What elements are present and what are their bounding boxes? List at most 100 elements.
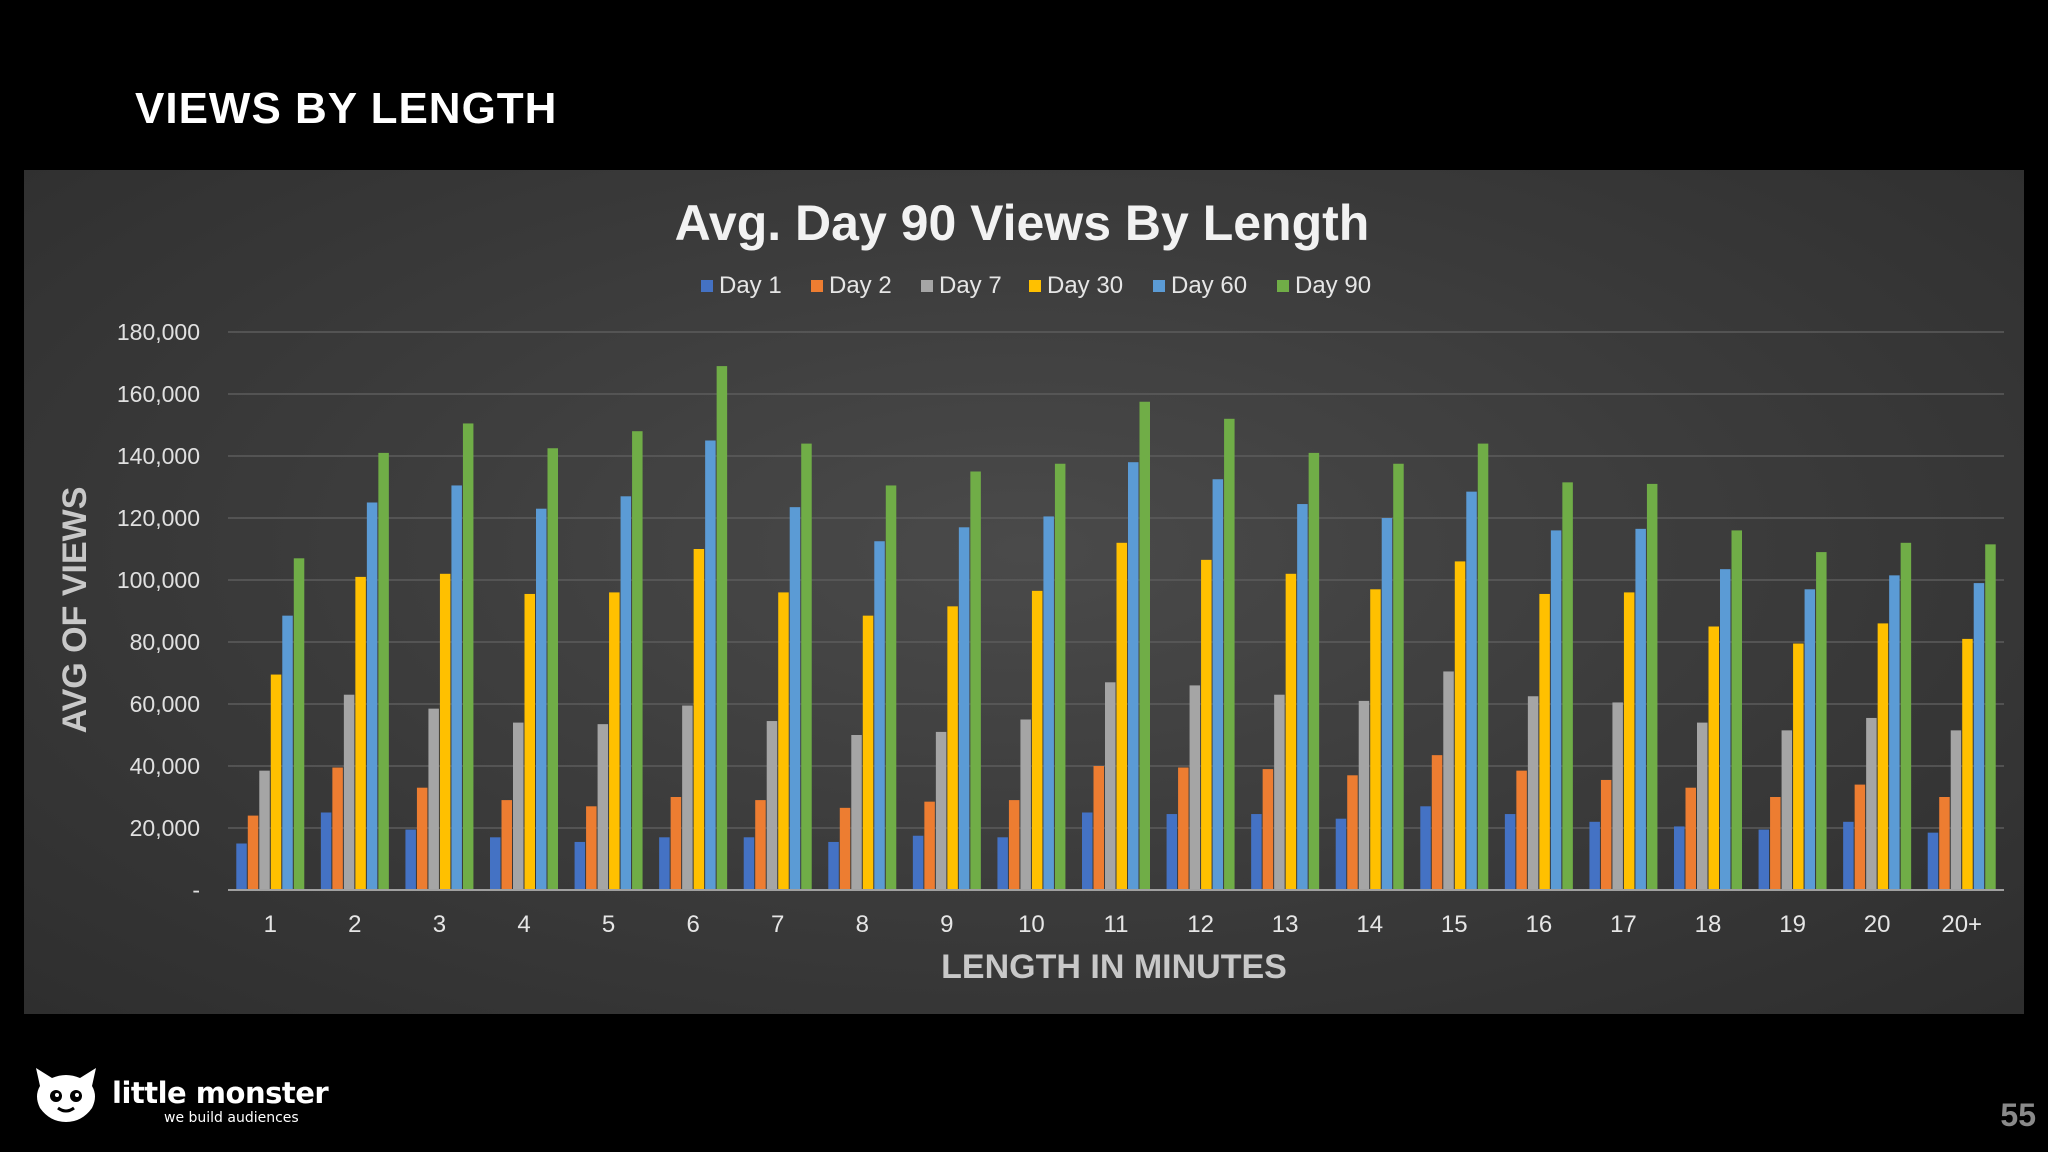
chart-panel: - 20,000 40,000 60,000 80,000 100,000 120,000 1… [24, 170, 2024, 1014]
bar [1889, 575, 1900, 890]
bar [935, 731, 947, 890]
bar [1900, 542, 1912, 890]
bar [597, 724, 609, 890]
bar [416, 787, 428, 890]
bar [970, 471, 981, 890]
bar [1370, 589, 1381, 890]
bar [851, 735, 862, 890]
bar [1466, 491, 1477, 890]
x-axis-title: LENGTH IN MINUTES [941, 948, 1287, 986]
bar [259, 770, 270, 890]
x-tick-label: 16 [1526, 911, 1553, 938]
bar [716, 366, 728, 891]
bar [501, 800, 512, 890]
y-tick-label: 40,000 [130, 753, 200, 779]
bar [1646, 483, 1658, 890]
bar [513, 722, 524, 890]
bar [1623, 592, 1635, 890]
bar [247, 815, 259, 890]
legend-item: Day 1 [701, 272, 782, 299]
bar [1251, 814, 1262, 890]
bar [1454, 561, 1466, 890]
bar [839, 807, 851, 890]
bar [1843, 821, 1854, 890]
legend-label: Day 60 [1171, 272, 1247, 299]
bar [1635, 528, 1646, 890]
bar [1381, 518, 1393, 890]
bar [282, 615, 293, 890]
legend-swatch [811, 280, 823, 292]
bar [1212, 479, 1224, 890]
y-tick-label: 20,000 [130, 815, 200, 841]
bar [609, 592, 620, 890]
bar [1031, 590, 1043, 890]
bar [439, 573, 451, 890]
bar [1816, 552, 1827, 890]
bar [574, 841, 586, 890]
x-tick-label: 13 [1272, 911, 1299, 938]
bar [1128, 462, 1139, 890]
bar [1927, 832, 1939, 890]
legend-swatch [921, 280, 933, 292]
bar [332, 767, 343, 890]
bar [1274, 694, 1285, 890]
bar [1139, 401, 1150, 890]
y-tick-label: - [192, 877, 200, 903]
bar [1708, 626, 1719, 890]
bar [270, 674, 282, 890]
bar [1720, 569, 1731, 890]
x-tick-label: 14 [1356, 911, 1383, 938]
legend-swatch [1029, 280, 1041, 292]
legend-label: Day 1 [719, 272, 782, 299]
x-tick-label: 2 [348, 911, 361, 938]
legend-swatch [701, 280, 713, 292]
bar [1420, 806, 1431, 890]
bar [1297, 504, 1308, 890]
bar [1358, 700, 1370, 890]
bar [778, 592, 789, 890]
x-tick-label: 8 [856, 911, 869, 938]
bar [586, 806, 597, 890]
y-tick-label: 160,000 [117, 381, 200, 407]
bar [1562, 482, 1573, 890]
x-tick-label: 20 [1864, 911, 1891, 938]
bar [1477, 443, 1489, 890]
bar-chart: - 20,000 40,000 60,000 80,000 100,000 120,000 1… [56, 195, 2004, 986]
page-number: 55 [2000, 1097, 2036, 1133]
bar [1877, 623, 1889, 890]
bar [1770, 797, 1781, 890]
bar [766, 721, 778, 890]
bar [1962, 638, 1973, 890]
x-tick-label: 19 [1779, 911, 1806, 938]
bar [958, 527, 970, 890]
bar [1674, 826, 1685, 890]
y-tick-label: 60,000 [130, 691, 200, 717]
x-tick-label: 4 [517, 911, 530, 938]
bar [1443, 671, 1454, 890]
bar [632, 431, 643, 890]
x-tick-label: 9 [940, 911, 953, 938]
bar [343, 694, 355, 890]
bar [536, 508, 547, 890]
y-tick-label: 100,000 [117, 567, 200, 593]
bar [828, 841, 839, 890]
bar [1347, 775, 1358, 890]
bar [1589, 821, 1600, 890]
monster-cat-icon [36, 1068, 96, 1122]
bar [1020, 719, 1031, 890]
bar [378, 452, 389, 890]
bar [451, 485, 462, 890]
bar [1082, 812, 1093, 890]
legend-label: Day 30 [1047, 272, 1123, 299]
bar [1854, 784, 1866, 890]
x-tick-label: 18 [1695, 911, 1722, 938]
x-tick-label: 15 [1441, 911, 1468, 938]
bar [1697, 722, 1708, 890]
bar [1539, 593, 1550, 890]
x-tick-label: 3 [433, 911, 446, 938]
bar [490, 837, 501, 890]
bar [1939, 797, 1950, 890]
x-tick-label: 17 [1610, 911, 1637, 938]
bar [1116, 542, 1127, 890]
bar [1600, 779, 1612, 890]
